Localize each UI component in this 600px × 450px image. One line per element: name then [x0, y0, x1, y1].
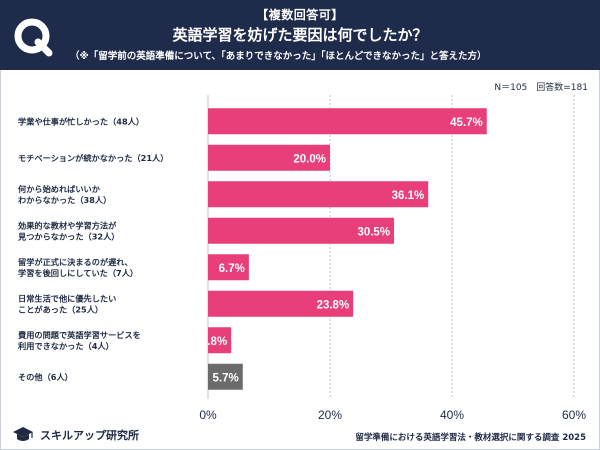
survey-source: 留学準備における英語学習法・教材選択に関する調査 2025 — [355, 433, 586, 443]
multiple-answer-tag: 【複数回答可】 — [256, 8, 344, 22]
bar — [208, 108, 487, 135]
x-tick-label: 20% — [318, 408, 342, 422]
bar-value-label: 45.7% — [450, 117, 483, 129]
x-tick-label: 40% — [440, 408, 464, 422]
category-label: 何から始めればいいかわからなかった（38人） — [18, 184, 111, 205]
bar — [208, 144, 330, 171]
bar-value-label: 20.0% — [293, 153, 326, 165]
category-label: 費用の問題で英語学習サービスを利用できなかった（4人） — [17, 330, 141, 351]
header-banner: 【複数回答可】 英語学習を妨げた要因は何でしたか？ （※「留学前の英語準備につい… — [0, 0, 600, 70]
q-logo-icon — [14, 18, 53, 57]
bar — [208, 254, 249, 281]
bar — [208, 290, 354, 317]
mortarboard-icon — [13, 427, 33, 441]
bar-value-label: 36.1% — [392, 190, 425, 202]
x-tick-label: 0% — [199, 408, 217, 422]
question-title: 英語学習を妨げた要因は何でしたか？ — [172, 26, 428, 44]
category-label: 留学が正式に決まるのが遅れ、学習を後回しにしていた（7人） — [18, 257, 138, 278]
bar-value-label: 23.8% — [317, 299, 350, 311]
brand-logo: スキルアップ研究所 — [12, 426, 139, 444]
bar — [208, 327, 232, 354]
category-label: その他（6人） — [18, 372, 73, 382]
category-label: モチベーションが続かなかった（21人） — [18, 153, 168, 163]
bar-value-label: 6.7% — [219, 263, 245, 275]
category-label: 学業や仕事が忙しかった（48人） — [18, 116, 144, 126]
bar-value-label: 3.8% — [201, 336, 227, 348]
x-tick-label: 60% — [562, 408, 586, 422]
brand-name: スキルアップ研究所 — [40, 429, 139, 442]
category-label: 日常生活で他に優先したいことがあった（25人） — [18, 293, 116, 314]
bar — [208, 217, 395, 244]
bar — [208, 181, 429, 208]
question-subtitle: （※「留学前の英語準備について、「あまりできなかった」「ほとんどできなかった」と… — [70, 51, 487, 62]
bar-value-label: 5.7% — [213, 372, 239, 384]
sample-size: N＝105 回答数=181 — [494, 83, 588, 93]
category-label: 効果的な教材や学習方法が見つからなかった（32人） — [17, 220, 119, 241]
bar — [208, 363, 243, 390]
bar-value-label: 30.5% — [357, 226, 390, 238]
